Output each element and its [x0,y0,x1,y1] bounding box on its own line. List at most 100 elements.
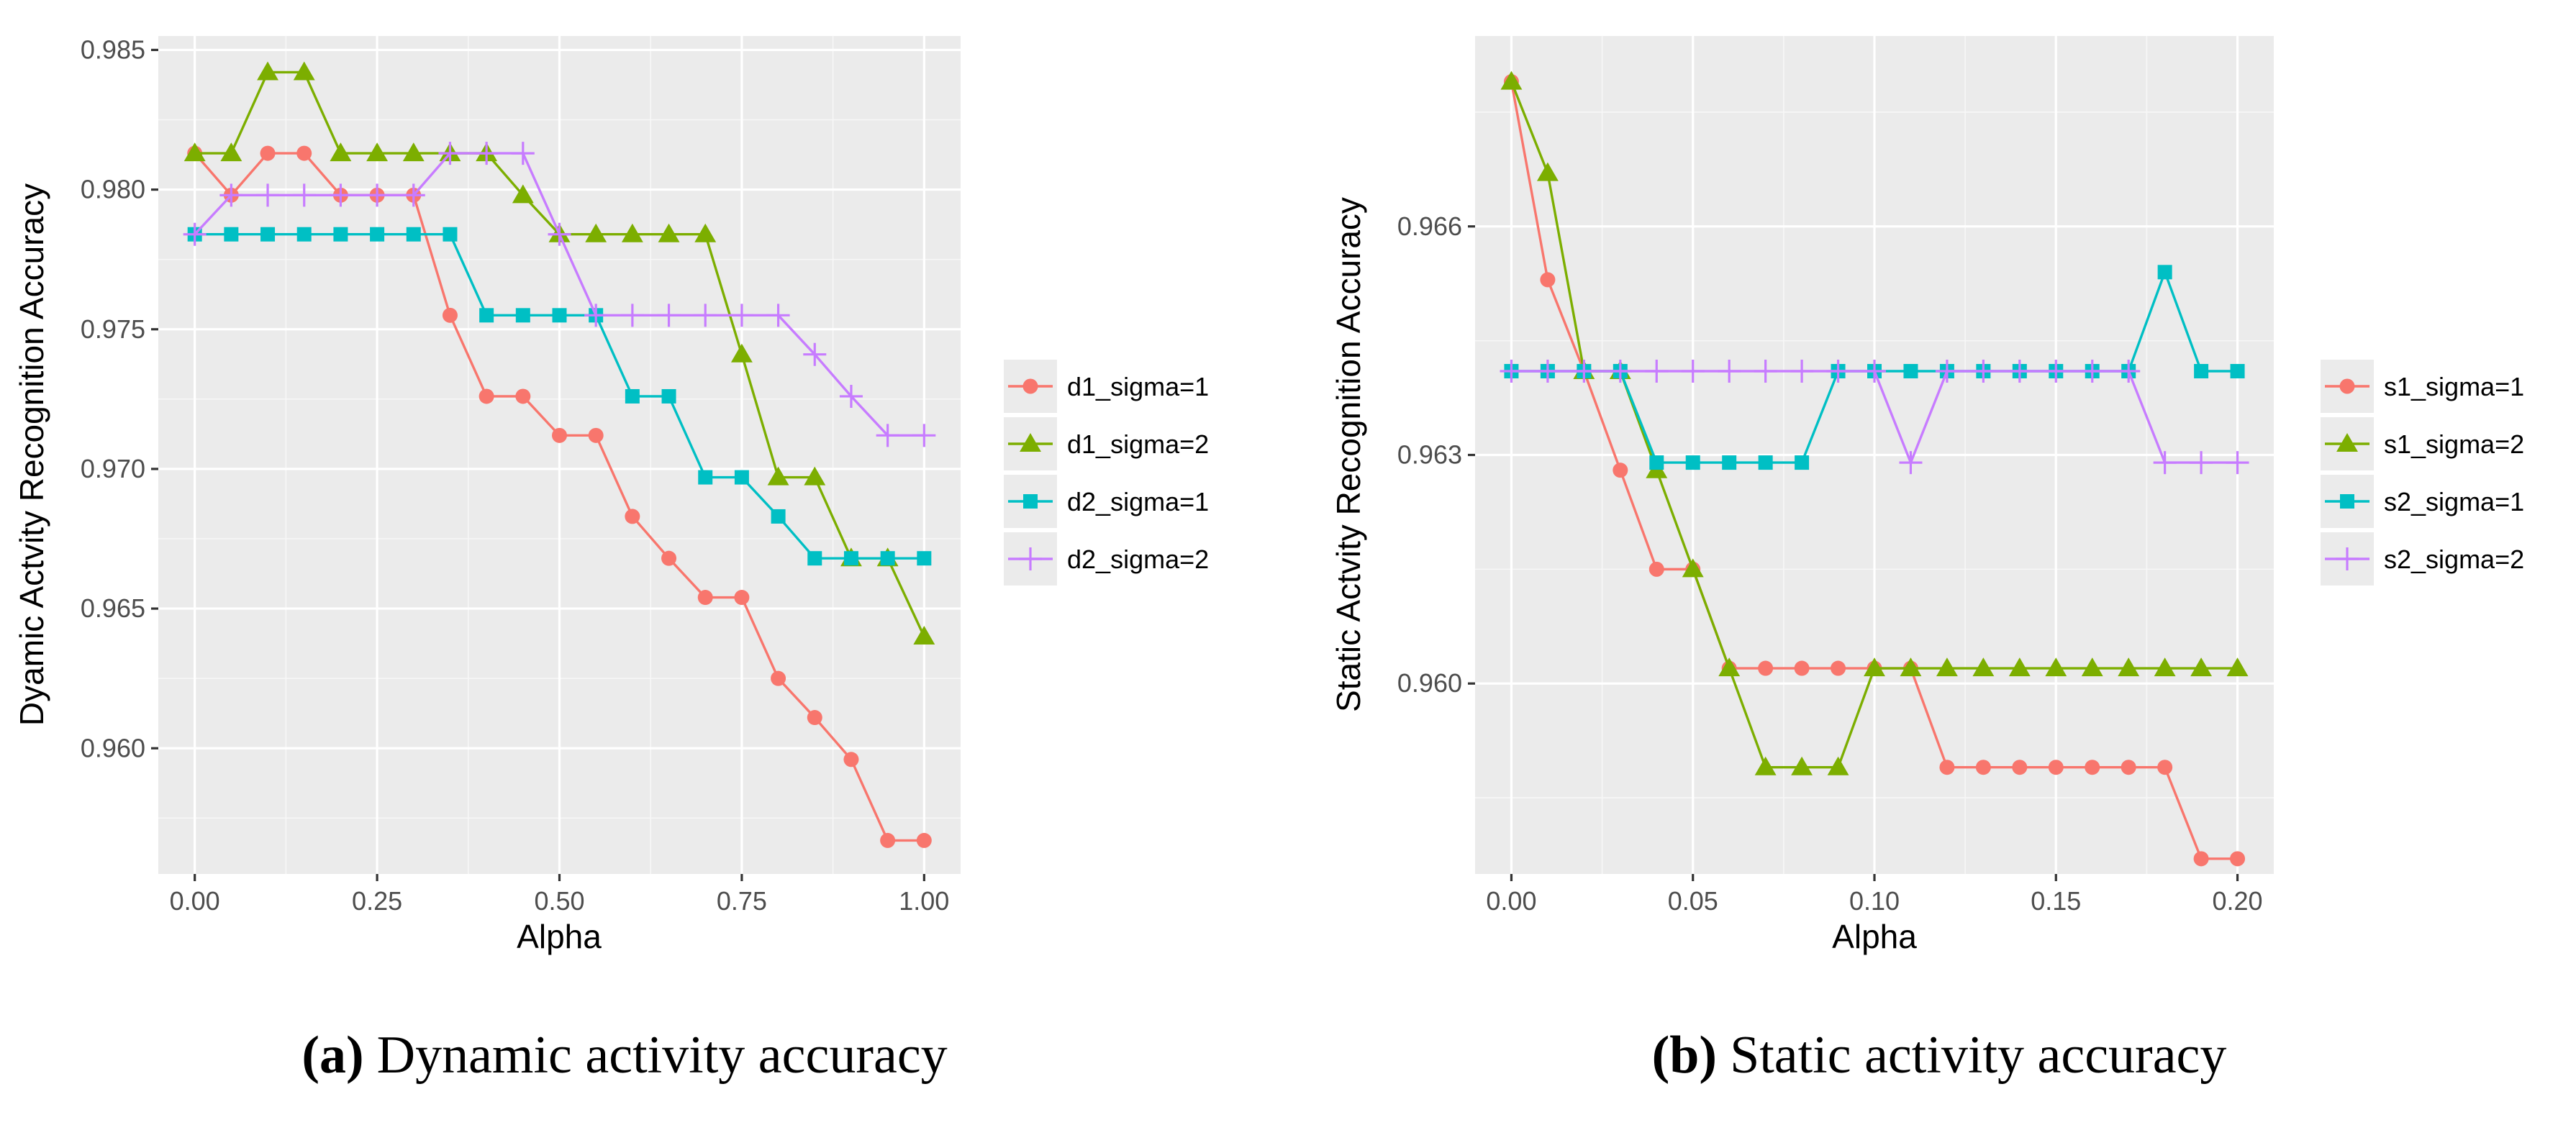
data-point [620,304,644,327]
data-point [730,343,753,363]
caption-a-label: (a) [301,1026,363,1085]
data-point [1645,360,1669,383]
legend-key-marker [1023,494,1038,509]
data-point [296,145,312,161]
data-point [2194,364,2209,378]
data-point [512,184,534,204]
data-point [1794,660,1810,676]
x-axis-title: Alpha [517,918,602,955]
series-s2_sigma=2 [1500,360,2249,475]
y-tick-label: 0.960 [1397,668,1462,698]
chart-dynamic-accuracy: 0.00 0.25 0.50 0.75 1.00 0.960 0.965 0.970 0.975… [13,35,1209,955]
data-point [1758,660,1774,676]
legend-key-marker [1020,433,1041,452]
data-point [515,388,531,404]
x-axis-title: Alpha [1832,918,1917,955]
y-tick-label: 0.980 [81,175,145,204]
data-point [443,227,458,242]
data-point [2080,360,2104,383]
data-point [2157,760,2173,775]
series-d2_sigma=2 [183,142,936,447]
data-point [2012,760,2028,775]
data-point [2008,360,2031,383]
legend-label: s1_sigma=1 [2384,372,2524,401]
data-point [183,142,206,162]
data-point [2048,760,2064,775]
data-point [734,590,750,606]
data-point [694,304,717,327]
data-point [1975,760,1991,775]
data-point [1500,70,1523,90]
data-point [697,590,713,606]
data-point [917,551,932,566]
data-point [2226,657,2249,677]
data-point [511,142,535,165]
data-point [1613,463,1628,478]
y-tick-label: 0.963 [1397,440,1462,470]
data-point [330,142,352,162]
data-point [256,183,280,207]
data-point [2153,451,2177,475]
legend-key-marker [2340,494,2354,509]
data-point [912,424,936,447]
data-point [475,142,499,165]
data-point [292,183,316,207]
legend-label: s1_sigma=2 [2384,429,2524,459]
legend-key-marker [2336,547,2359,570]
data-point [771,670,786,686]
data-point [585,223,607,242]
y-tick-label: 0.960 [81,733,145,762]
data-point [366,183,389,207]
x-tick-label: 0.50 [534,886,584,916]
data-point [2230,364,2245,378]
data-point [548,222,571,246]
data-point [515,308,530,323]
data-point [657,304,681,327]
data-point [1536,360,1559,383]
y-tick-label: 0.966 [1397,211,1462,241]
data-point [2230,851,2246,867]
data-point [584,304,608,327]
data-point [1649,455,1664,470]
data-point [766,304,790,327]
data-point [807,710,822,726]
caption-b-text: Static activity accuracy [1730,1026,2226,1085]
data-point [479,388,494,404]
data-point [625,388,640,404]
legend: d1_sigma=1 d1_sigma=2 d2_sigma=1 d2_sigma=2 [1004,360,1209,586]
data-point [730,304,753,327]
data-point [2085,760,2100,775]
y-tick-label: 0.975 [81,314,145,344]
data-point [658,223,680,242]
y-axis-title: Dyamic Actvity Recognition Accuracy [13,183,50,726]
data-point [767,466,789,486]
data-point [1972,360,1995,383]
data-point [625,509,640,524]
legend-label: d1_sigma=1 [1067,372,1209,401]
x-tick-label: 0.10 [1849,886,1900,916]
data-point [2117,360,2141,383]
x-tick-label: 0.00 [1486,886,1536,916]
data-point [2044,360,2068,383]
data-point [1936,657,1958,677]
data-point [843,551,858,566]
data-point [661,388,676,404]
data-point [1500,360,1523,383]
data-point [734,470,749,485]
x-tick-label: 0.15 [2031,886,2081,916]
data-point [1681,360,1705,383]
data-point [220,142,242,162]
data-point [2118,657,2140,677]
y-tick-label: 0.985 [81,35,145,64]
data-point [442,307,458,323]
data-point [1608,360,1632,383]
data-point [1899,451,1923,475]
data-point [1791,756,1813,775]
data-point [807,551,822,566]
data-point [1540,272,1556,288]
data-point [1795,455,1810,470]
legend-key-marker [2339,378,2355,394]
data-point [1685,455,1700,470]
legend: s1_sigma=1 s1_sigma=2 s2_sigma=1 s2_sigma=2 [2321,360,2524,586]
